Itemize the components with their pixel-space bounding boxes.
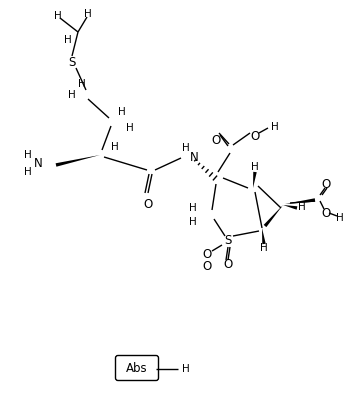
Text: O: O [322, 177, 331, 190]
Text: O: O [250, 130, 260, 143]
Text: H: H [126, 123, 134, 133]
Polygon shape [55, 155, 100, 167]
Text: H: H [251, 162, 259, 172]
Text: H: H [298, 202, 306, 212]
Text: H: H [111, 142, 119, 152]
Text: H: H [189, 217, 197, 227]
Text: H: H [24, 150, 32, 160]
Text: H: H [68, 90, 76, 100]
Text: H: H [78, 79, 86, 89]
Text: Abs: Abs [126, 363, 148, 376]
Text: H: H [260, 243, 268, 253]
Text: H: H [182, 364, 190, 374]
Text: O: O [143, 198, 153, 211]
Polygon shape [253, 172, 257, 188]
Text: N: N [34, 156, 42, 169]
Text: S: S [224, 233, 232, 246]
FancyBboxPatch shape [115, 356, 159, 380]
Text: O: O [203, 248, 212, 261]
Polygon shape [264, 205, 283, 227]
Text: H: H [336, 213, 344, 223]
Text: S: S [68, 56, 76, 68]
Text: H: H [64, 35, 72, 45]
Polygon shape [283, 205, 297, 210]
Text: H: H [118, 107, 126, 117]
Text: H: H [54, 11, 62, 21]
Text: H: H [182, 143, 190, 153]
Text: H: H [84, 9, 92, 19]
Text: H: H [271, 122, 279, 132]
Text: N: N [190, 150, 198, 164]
Text: O: O [203, 260, 212, 273]
Polygon shape [262, 228, 266, 244]
Polygon shape [285, 198, 315, 204]
Text: H: H [189, 203, 197, 213]
Text: O: O [322, 207, 331, 220]
Text: O: O [223, 258, 233, 271]
Text: O: O [211, 134, 221, 147]
Text: H: H [24, 167, 32, 177]
